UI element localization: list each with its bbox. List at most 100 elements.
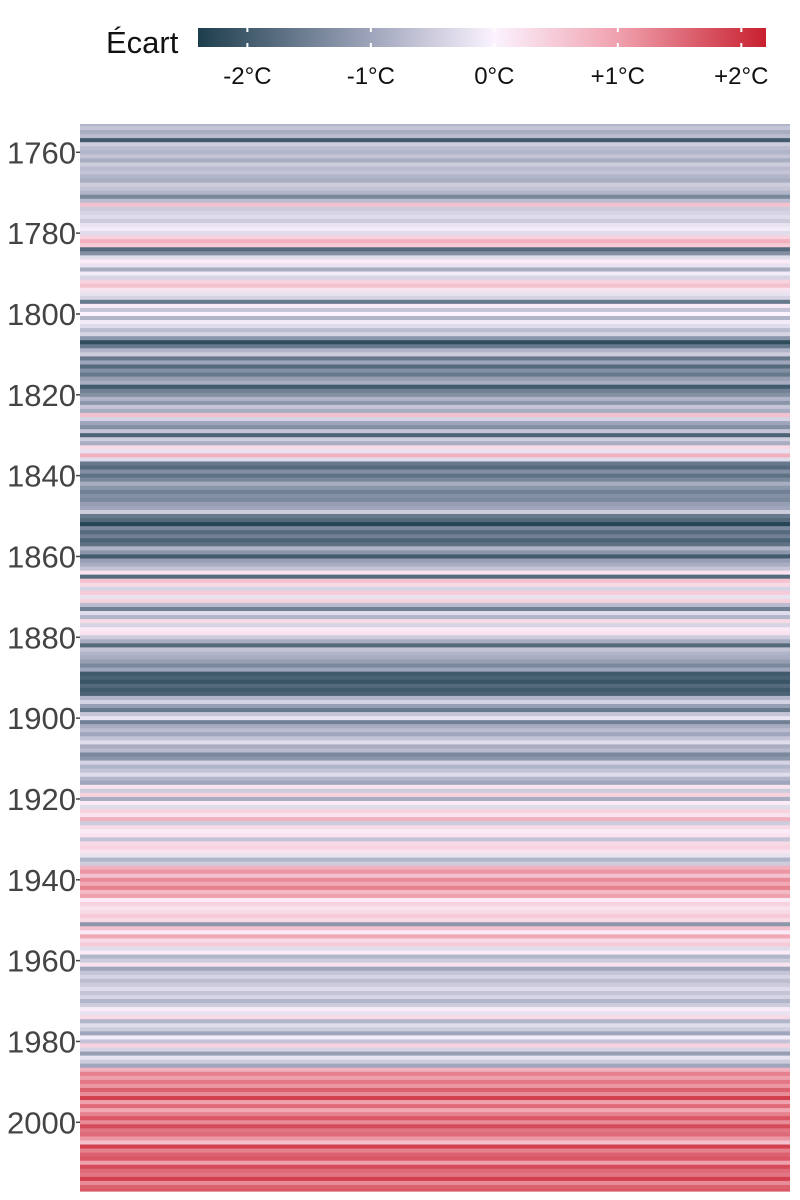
- stripe-1946: [80, 902, 790, 907]
- stripe-1757: [80, 138, 790, 143]
- stripe-1797: [80, 299, 790, 305]
- stripe-1981: [80, 1043, 790, 1049]
- stripe-1877: [80, 623, 790, 628]
- stripe-1845: [80, 493, 790, 499]
- stripe-1798: [80, 303, 790, 309]
- stripe-1926: [80, 821, 790, 826]
- y-tick-label: 1780: [7, 216, 76, 251]
- stripe-1783: [80, 243, 790, 248]
- stripe-1756: [80, 134, 790, 139]
- y-tick-label: 1960: [7, 944, 76, 979]
- stripe-1897: [80, 703, 790, 709]
- stripe-1774: [80, 206, 790, 212]
- stripe-1760: [80, 150, 790, 155]
- stripe-1959: [80, 954, 790, 960]
- stripe-1864: [80, 570, 790, 576]
- stripe-1838: [80, 465, 790, 471]
- stripe-1955: [80, 938, 790, 944]
- stripe-1879: [80, 631, 790, 636]
- stripe-1974: [80, 1015, 790, 1020]
- stripe-1854: [80, 530, 790, 535]
- stripe-1870: [80, 594, 790, 600]
- stripe-1966: [80, 982, 790, 988]
- stripe-1940: [80, 877, 790, 883]
- stripe-1764: [80, 166, 790, 172]
- stripe-1828: [80, 425, 790, 430]
- y-tick-label: 2000: [7, 1105, 76, 1140]
- stripe-1987: [80, 1067, 790, 1073]
- y-axis: 1760 1780 1800 1820 1840 1860 1880 1900 1920 1940…: [7, 135, 80, 1140]
- stripe-1969: [80, 994, 790, 1000]
- stripe-1829: [80, 429, 790, 434]
- stripe-1921: [80, 800, 790, 806]
- stripe-1912: [80, 764, 790, 770]
- stripe-1805: [80, 332, 790, 337]
- stripe-1758: [80, 142, 790, 147]
- stripe-1995: [80, 1100, 790, 1105]
- stripe-1817: [80, 380, 790, 386]
- y-tick-label: 1980: [7, 1024, 76, 1059]
- stripe-2011: [80, 1164, 790, 1170]
- stripe-1852: [80, 522, 790, 527]
- stripe-1937: [80, 865, 790, 871]
- stripe-1753: [80, 124, 790, 127]
- stripe-1858: [80, 546, 790, 551]
- stripe-1857: [80, 542, 790, 547]
- stripe-1932: [80, 845, 790, 851]
- stripe-1773: [80, 202, 790, 208]
- stripe-1824: [80, 408, 790, 414]
- stripe-1996: [80, 1104, 790, 1109]
- stripe-1883: [80, 647, 790, 653]
- stripe-2006: [80, 1144, 790, 1150]
- stripe-1976: [80, 1023, 790, 1028]
- stripe-1775: [80, 210, 790, 216]
- stripe-1965: [80, 978, 790, 984]
- stripe-1923: [80, 809, 790, 814]
- stripe-1920: [80, 796, 790, 802]
- stripe-1849: [80, 509, 790, 515]
- stripe-1815: [80, 372, 790, 378]
- stripe-1924: [80, 813, 790, 818]
- y-tick-label: 1760: [7, 135, 76, 170]
- stripe-2008: [80, 1152, 790, 1158]
- stripe-1970: [80, 999, 790, 1004]
- stripe-2001: [80, 1124, 790, 1129]
- stripe-1947: [80, 906, 790, 911]
- stripe-1788: [80, 263, 790, 269]
- stripe-1899: [80, 712, 790, 717]
- stripe-1902: [80, 724, 790, 729]
- stripe-1991: [80, 1083, 790, 1089]
- stripes: [80, 124, 790, 1192]
- stripe-1754: [80, 126, 790, 131]
- stripe-1961: [80, 962, 790, 968]
- stripe-2003: [80, 1132, 790, 1138]
- stripe-1954: [80, 934, 790, 939]
- stripe-1886: [80, 659, 790, 665]
- stripe-2002: [80, 1128, 790, 1133]
- y-tick-label: 1860: [7, 539, 76, 574]
- y-tick-label: 1900: [7, 701, 76, 736]
- stripe-1869: [80, 590, 790, 596]
- stripe-1980: [80, 1039, 790, 1045]
- stripe-1972: [80, 1007, 790, 1012]
- stripe-1960: [80, 958, 790, 964]
- stripe-1818: [80, 384, 790, 390]
- stripe-1891: [80, 679, 790, 685]
- stripe-1761: [80, 154, 790, 159]
- stripe-1806: [80, 336, 790, 341]
- stripe-1880: [80, 635, 790, 640]
- stripe-1830: [80, 433, 790, 438]
- stripe-1929: [80, 833, 790, 838]
- stripe-1925: [80, 817, 790, 822]
- stripe-1767: [80, 178, 790, 184]
- stripe-1990: [80, 1079, 790, 1085]
- stripe-1878: [80, 627, 790, 632]
- stripe-1997: [80, 1108, 790, 1113]
- stripe-1808: [80, 344, 790, 349]
- stripe-1938: [80, 869, 790, 875]
- stripe-1804: [80, 328, 790, 333]
- stripe-1905: [80, 736, 790, 741]
- stripe-2013: [80, 1172, 790, 1178]
- stripe-1900: [80, 716, 790, 721]
- stripe-1958: [80, 950, 790, 956]
